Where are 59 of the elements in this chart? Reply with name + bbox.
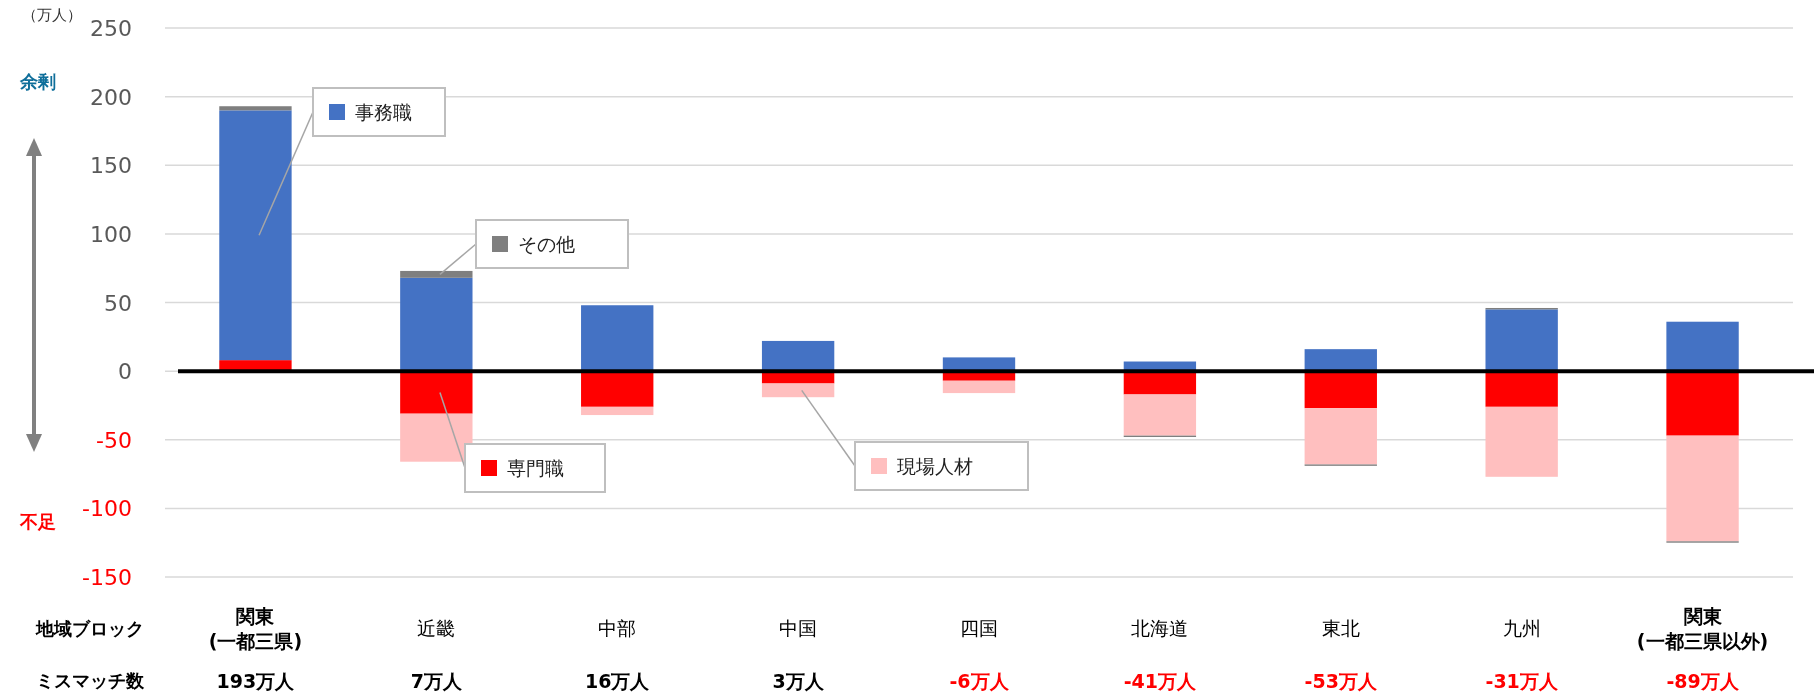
x-tick-label: 中国 — [779, 617, 818, 639]
text: 3万人 — [772, 670, 825, 692]
bar — [761, 383, 835, 398]
x-axis-title: 地域ブロック — [35, 618, 144, 639]
x-tick-label: 四国 — [960, 617, 998, 639]
text: -31万人 — [1485, 670, 1559, 692]
bar — [219, 106, 292, 111]
y-tick-label: 50 — [104, 290, 132, 316]
legend-label: その他 — [518, 233, 575, 255]
bar — [1304, 408, 1377, 465]
bar — [400, 413, 473, 462]
bar — [581, 406, 654, 416]
y-tick-label: -50 — [96, 427, 132, 453]
text: -6万人 — [949, 670, 1010, 692]
bar — [1666, 321, 1739, 372]
text: -53万人 — [1304, 670, 1378, 692]
bar — [581, 305, 654, 372]
text: 余剰 — [19, 71, 56, 92]
text: -41万人 — [1123, 670, 1198, 692]
x-tick-label: 関東 (一都三県以外) — [1636, 605, 1769, 652]
bar — [1485, 371, 1558, 407]
bar — [400, 371, 473, 414]
text: -89万人 — [1666, 670, 1740, 692]
y-axis-title: （万人） — [22, 6, 82, 24]
bar — [1304, 349, 1377, 372]
y-tick-label: 150 — [90, 153, 132, 179]
y-tick-label: 0 — [118, 359, 132, 385]
bar — [1666, 371, 1739, 436]
y-tick-label: 200 — [90, 84, 132, 110]
y-tick-label: -100 — [82, 496, 132, 522]
bar — [1304, 371, 1377, 409]
legend-label: 専門職 — [507, 457, 564, 479]
legend-label: 事務職 — [355, 101, 412, 123]
x-tick-label: 近畿 — [417, 617, 456, 639]
bar — [1485, 406, 1558, 477]
text: 193万人 — [216, 670, 296, 692]
x-tick-label: 九州 — [1502, 617, 1541, 639]
bar — [219, 110, 292, 361]
bar — [581, 371, 654, 407]
text: 7万人 — [410, 670, 463, 692]
x-tick-label: 東北 — [1321, 617, 1360, 639]
bar — [1666, 435, 1739, 542]
text: 16万人 — [585, 670, 651, 692]
x-tick-label: 北海道 — [1131, 617, 1189, 639]
bar — [400, 277, 473, 372]
text: ミスマッチ数 — [36, 670, 145, 691]
bar — [1123, 394, 1197, 436]
x-tick-label: 関東 (一都三県) — [208, 605, 303, 652]
bar — [1485, 309, 1558, 372]
x-tick-label: 中部 — [598, 617, 637, 639]
bar — [761, 340, 835, 372]
legend-label: 現場人材 — [897, 455, 973, 477]
bar — [942, 380, 1016, 394]
bar — [1123, 371, 1197, 395]
text: 不足 — [19, 511, 56, 532]
y-tick-label: 250 — [90, 16, 132, 41]
bar — [400, 270, 473, 278]
y-tick-label: -150 — [82, 565, 132, 590]
y-tick-label: 100 — [90, 221, 132, 247]
